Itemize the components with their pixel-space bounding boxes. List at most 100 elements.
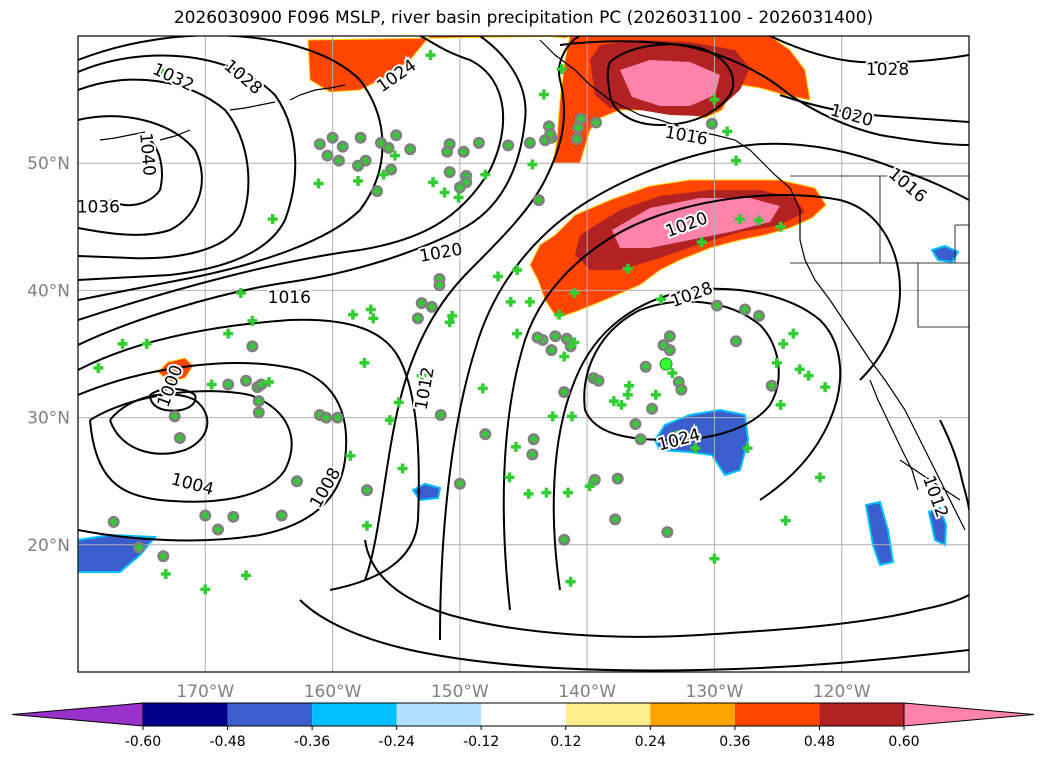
- station-circle-cross: [418, 299, 426, 307]
- station-circle-cross: [475, 139, 483, 147]
- lat-tick-label: 30°N: [27, 409, 70, 429]
- station-cross: [771, 357, 782, 368]
- station-cross: [397, 463, 408, 474]
- precip-pink-westcoast: [612, 198, 780, 248]
- station-cross: [200, 584, 211, 595]
- station-circle-cross: [334, 414, 342, 422]
- colorbar-extend-low: [11, 702, 144, 727]
- station-cross: [559, 351, 570, 362]
- colorbar-tick-label: -0.48: [209, 734, 245, 750]
- station-cross: [416, 370, 427, 381]
- station-cross: [510, 441, 521, 452]
- isobar-1016-alaska: [606, 43, 735, 127]
- station-cross: [235, 287, 246, 298]
- station-cross: [117, 338, 128, 349]
- contour-label: 1028: [668, 278, 715, 312]
- station-cross: [563, 487, 574, 498]
- station-circle-cross: [387, 166, 395, 174]
- station-circle-cross: [437, 411, 445, 419]
- station-cross: [671, 430, 682, 441]
- contour-label: 1036: [77, 197, 120, 217]
- contour-label: 1004: [169, 469, 216, 500]
- station-cross: [439, 187, 450, 198]
- station-circle-cross: [504, 141, 512, 149]
- station-circle-cross: [551, 332, 559, 340]
- station-cross: [541, 487, 552, 498]
- station-circle-cross: [135, 543, 143, 551]
- isobar-1000: [109, 393, 209, 455]
- station-circle-cross: [110, 518, 118, 526]
- station-circle-cross: [535, 196, 543, 204]
- precip-negative-inland: [930, 244, 960, 264]
- station-cross: [447, 310, 458, 321]
- lon-tick-label: 130°W: [686, 682, 744, 702]
- station-circle-cross: [713, 302, 721, 310]
- station-circle-cross: [611, 515, 619, 523]
- station-circle-cross: [357, 134, 365, 142]
- colorbar-outline: [142, 702, 905, 727]
- station-circle-cross: [446, 168, 454, 176]
- station-circle-cross: [755, 312, 763, 320]
- station-cross: [547, 411, 558, 422]
- station-circle-cross: [708, 120, 716, 128]
- contour-label: 1028: [220, 56, 266, 99]
- political-borders: [790, 175, 969, 328]
- station-circle-cross: [329, 134, 337, 142]
- station-cross: [345, 450, 356, 461]
- precip-negative-subtropic: [653, 408, 750, 477]
- station-circle-cross: [248, 342, 256, 350]
- contour-label: 1008: [306, 464, 345, 511]
- station-cross: [512, 265, 523, 276]
- station-cross: [223, 328, 234, 339]
- station-cross: [523, 488, 534, 499]
- station-cross: [93, 362, 104, 373]
- isobar-1024-east: [552, 287, 842, 591]
- station-circle-cross: [255, 397, 263, 405]
- colorbar-tick-label: 0.24: [635, 734, 666, 750]
- station-cross: [368, 313, 379, 324]
- station-cross: [569, 337, 580, 348]
- station-cross: [690, 443, 701, 454]
- precip-negative-mexico1: [864, 500, 895, 567]
- isobar-1036: [78, 115, 203, 236]
- station-circle-cross: [546, 130, 554, 138]
- station-cross: [247, 315, 258, 326]
- isobar-996: [149, 388, 197, 412]
- station-cross: [393, 397, 404, 408]
- colorbar-tick-label: 0.36: [719, 734, 750, 750]
- colorbar-segment: [396, 703, 482, 726]
- station-circle-cross: [428, 303, 436, 311]
- station-cross: [428, 177, 439, 188]
- lat-tick-label: 40°N: [27, 281, 70, 301]
- station-circle-cross: [214, 526, 222, 534]
- lon-tick-label: 140°W: [558, 682, 616, 702]
- station-circle-cross: [462, 178, 470, 186]
- isobar-1016-east: [439, 142, 969, 641]
- station-circle-cross: [224, 381, 232, 389]
- station-circle-cross: [614, 475, 622, 483]
- station-circle-cross: [637, 435, 645, 443]
- map-frame: [77, 35, 970, 673]
- precip-negative-west: [78, 533, 158, 573]
- contour-label: 1012: [918, 473, 952, 520]
- station-cross: [556, 64, 567, 75]
- isobar-1020-east: [502, 194, 902, 611]
- station-cross: [453, 192, 464, 203]
- lon-tick-label: 160°W: [304, 682, 362, 702]
- station-cross: [778, 338, 789, 349]
- station-cross: [389, 150, 400, 161]
- station-circle-cross: [592, 118, 600, 126]
- station-circle-cross: [460, 148, 468, 156]
- station-circle-cross: [577, 115, 585, 123]
- station-cross: [493, 271, 504, 282]
- station-cross: [622, 389, 633, 400]
- station-cross: [742, 443, 753, 454]
- station-cross: [584, 481, 595, 492]
- station-circle-cross: [666, 332, 674, 340]
- station-cross: [624, 380, 635, 391]
- station-circle-cross: [574, 124, 582, 132]
- station-circle-cross: [443, 148, 451, 156]
- station-circle-cross: [406, 145, 414, 153]
- colorbar-segment: [143, 703, 228, 726]
- isobar-1020-ne: [559, 40, 969, 146]
